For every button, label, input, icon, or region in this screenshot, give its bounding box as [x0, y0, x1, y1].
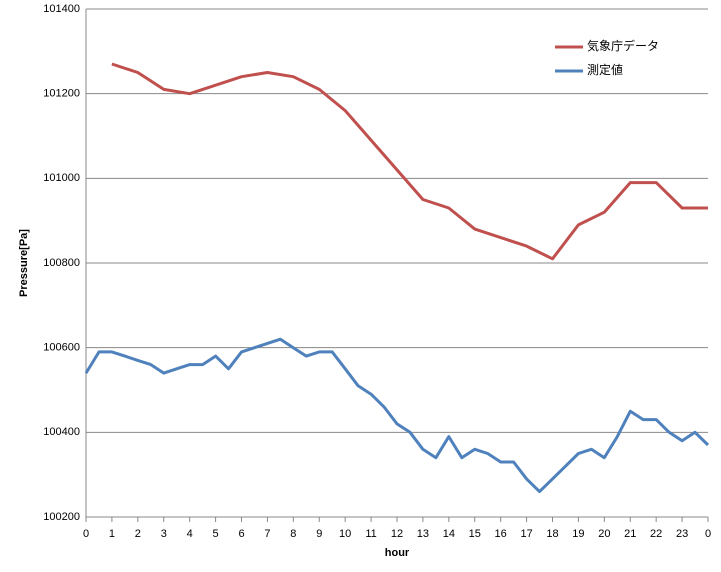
y-tick-label: 101200 — [43, 88, 80, 100]
x-tick-label: 1 — [109, 528, 115, 540]
y-tick-label: 100400 — [43, 426, 80, 438]
x-tick-label: 23 — [676, 528, 688, 540]
x-tick-label: 5 — [213, 528, 219, 540]
x-tick-label: 21 — [624, 528, 636, 540]
x-tick-label: 22 — [650, 528, 662, 540]
x-tick-label: 8 — [290, 528, 296, 540]
y-tick-label: 101000 — [43, 172, 80, 184]
x-tick-label: 19 — [572, 528, 584, 540]
legend-label: 測定値 — [587, 62, 623, 77]
y-tick-label: 100800 — [43, 257, 80, 269]
x-tick-label: 2 — [135, 528, 141, 540]
x-tick-label: 11 — [365, 528, 376, 540]
x-tick-label: 3 — [161, 528, 167, 540]
x-tick-label: 10 — [339, 528, 351, 540]
x-tick-label: 14 — [443, 528, 455, 540]
x-tick-label: 0 — [705, 528, 711, 540]
line-series — [111, 62, 708, 261]
y-tick-label: 100600 — [43, 342, 80, 354]
x-tick-label: 4 — [187, 528, 193, 540]
y-tick-label: 101400 — [43, 3, 80, 15]
x-tick-label: 9 — [316, 528, 322, 540]
x-tick-label: 12 — [391, 528, 403, 540]
x-tick-label: 7 — [264, 528, 270, 540]
x-tick-label: 15 — [469, 528, 481, 540]
x-tick-label: 0 — [83, 528, 89, 540]
x-tick-label: 13 — [417, 528, 429, 540]
x-axis-label: hour — [385, 547, 410, 559]
line-series — [84, 337, 710, 494]
x-tick-label: 18 — [546, 528, 558, 540]
y-axis-label: Pressure[Pa] — [18, 229, 30, 297]
x-tick-label: 6 — [238, 528, 244, 540]
legend-box — [550, 33, 670, 85]
x-tick-label: 16 — [495, 528, 507, 540]
legend-label: 気象庁データ — [587, 38, 659, 53]
x-tick-label: 20 — [598, 528, 610, 540]
y-tick-label: 100200 — [43, 511, 80, 523]
x-tick-label: 17 — [520, 528, 532, 540]
